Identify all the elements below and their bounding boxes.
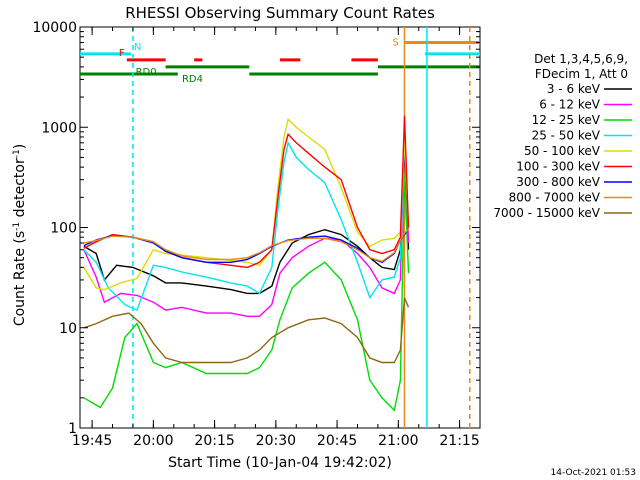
y-tick-label: 1	[68, 421, 77, 437]
x-tick-label: 20:45	[317, 433, 357, 449]
flag-label-f: F	[119, 48, 125, 59]
legend-label: 50 - 100 keV	[524, 144, 601, 158]
flag-label-s: S	[392, 38, 398, 49]
series-line-1	[83, 131, 410, 317]
x-tick-label: 19:45	[72, 433, 112, 449]
series-line-8	[83, 297, 410, 364]
x-tick-label: 21:15	[439, 433, 479, 449]
series-lines	[83, 115, 410, 412]
legend-title-line-1: Det 1,3,4,5,6,9,	[534, 52, 628, 66]
flag-label-rd4: RD4	[182, 74, 203, 85]
legend-label: 100 - 300 keV	[516, 160, 600, 174]
x-axis-label: Start Time (10-Jan-04 19:42:02)	[168, 455, 392, 471]
flag-label-n: N	[134, 42, 141, 53]
x-tick-label: 20:15	[194, 433, 234, 449]
axes: 1 10 100 1000 10000 19:45 20:00 20:15 20:30 20:45…	[32, 20, 481, 449]
y-axis-label: Count Rate (s-1 detector-1)	[12, 144, 28, 326]
y-tick-label: 10000	[32, 20, 77, 36]
legend: Det 1,3,4,5,6,9, FDecim 1, Att 0 3 - 6 k…	[493, 52, 632, 220]
legend-label: 12 - 25 keV	[532, 113, 601, 127]
legend-label: 7000 - 15000 keV	[493, 206, 600, 220]
legend-label: 300 - 800 keV	[516, 175, 600, 189]
x-tick-label: 20:00	[133, 433, 173, 449]
plot-frame	[79, 26, 481, 429]
legend-label: 6 - 12 keV	[539, 98, 601, 112]
legend-label: 3 - 6 keV	[547, 82, 601, 96]
series-line-2	[83, 172, 410, 412]
series-line-3	[83, 134, 410, 312]
flag-bars: N S F RD0 RD4	[80, 38, 480, 85]
event-lines	[132, 27, 471, 428]
series-line-4	[83, 117, 410, 291]
legend-title-line-2: FDecim 1, Att 0	[535, 67, 628, 81]
series-line-0	[83, 142, 410, 295]
flag-label-rd0: RD0	[136, 67, 157, 78]
y-tick-label: 1000	[41, 120, 77, 136]
footer-timestamp: 14-Oct-2021 01:53	[551, 468, 636, 478]
series-line-7	[83, 229, 409, 263]
chart-title: RHESSI Observing Summary Count Rates	[125, 4, 435, 22]
y-tick-label: 100	[50, 221, 77, 237]
x-tick-label: 20:30	[256, 433, 296, 449]
legend-label: 25 - 50 keV	[532, 129, 601, 143]
y-tick-label: 10	[59, 321, 77, 337]
legend-label: 800 - 7000 keV	[509, 191, 601, 205]
x-tick-label: 21:00	[378, 433, 418, 449]
